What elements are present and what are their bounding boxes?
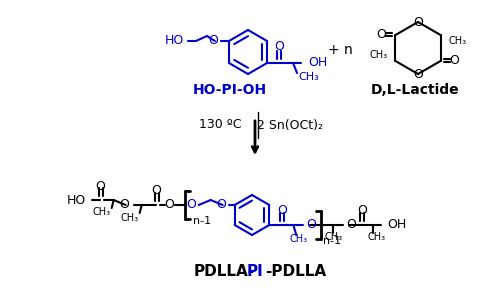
Text: n-1: n-1 bbox=[324, 236, 342, 246]
Text: CH₃: CH₃ bbox=[120, 213, 138, 223]
Text: PI: PI bbox=[246, 264, 264, 279]
Text: O: O bbox=[278, 203, 287, 216]
Text: CH₃: CH₃ bbox=[92, 207, 110, 217]
Text: O: O bbox=[413, 16, 423, 29]
Text: OH: OH bbox=[388, 218, 406, 231]
Text: O: O bbox=[274, 40, 284, 53]
Text: O: O bbox=[152, 184, 162, 197]
Text: CH₃: CH₃ bbox=[290, 234, 308, 244]
Text: CH₃: CH₃ bbox=[324, 232, 342, 242]
Text: 130 ºC: 130 ºC bbox=[199, 118, 241, 131]
Text: OH: OH bbox=[308, 57, 328, 69]
Text: + n: + n bbox=[328, 43, 352, 57]
Text: D,L-Lactide: D,L-Lactide bbox=[370, 83, 460, 97]
Text: HO: HO bbox=[66, 194, 86, 207]
Text: CH₃: CH₃ bbox=[370, 50, 388, 60]
Text: O: O bbox=[413, 68, 423, 81]
Text: O: O bbox=[358, 203, 368, 216]
Text: n-1: n-1 bbox=[192, 216, 211, 226]
Text: O: O bbox=[216, 199, 226, 212]
Text: PDLLA-: PDLLA- bbox=[194, 264, 255, 279]
Text: O: O bbox=[96, 179, 106, 192]
Text: CH₃: CH₃ bbox=[298, 72, 319, 82]
Text: O: O bbox=[164, 199, 174, 212]
Text: O: O bbox=[376, 29, 386, 42]
Text: O: O bbox=[119, 199, 128, 212]
Text: HO: HO bbox=[164, 34, 184, 47]
Text: O: O bbox=[450, 55, 460, 68]
Text: O: O bbox=[306, 218, 316, 231]
Text: HO-PI-OH: HO-PI-OH bbox=[193, 83, 267, 97]
Text: CH₃: CH₃ bbox=[368, 232, 386, 242]
Text: CH₃: CH₃ bbox=[448, 36, 466, 46]
Text: -PDLLA: -PDLLA bbox=[265, 264, 326, 279]
Text: 2 Sn(OCt)₂: 2 Sn(OCt)₂ bbox=[257, 118, 323, 131]
Text: O: O bbox=[346, 218, 356, 231]
Text: O: O bbox=[208, 34, 218, 47]
Text: O: O bbox=[186, 199, 196, 212]
